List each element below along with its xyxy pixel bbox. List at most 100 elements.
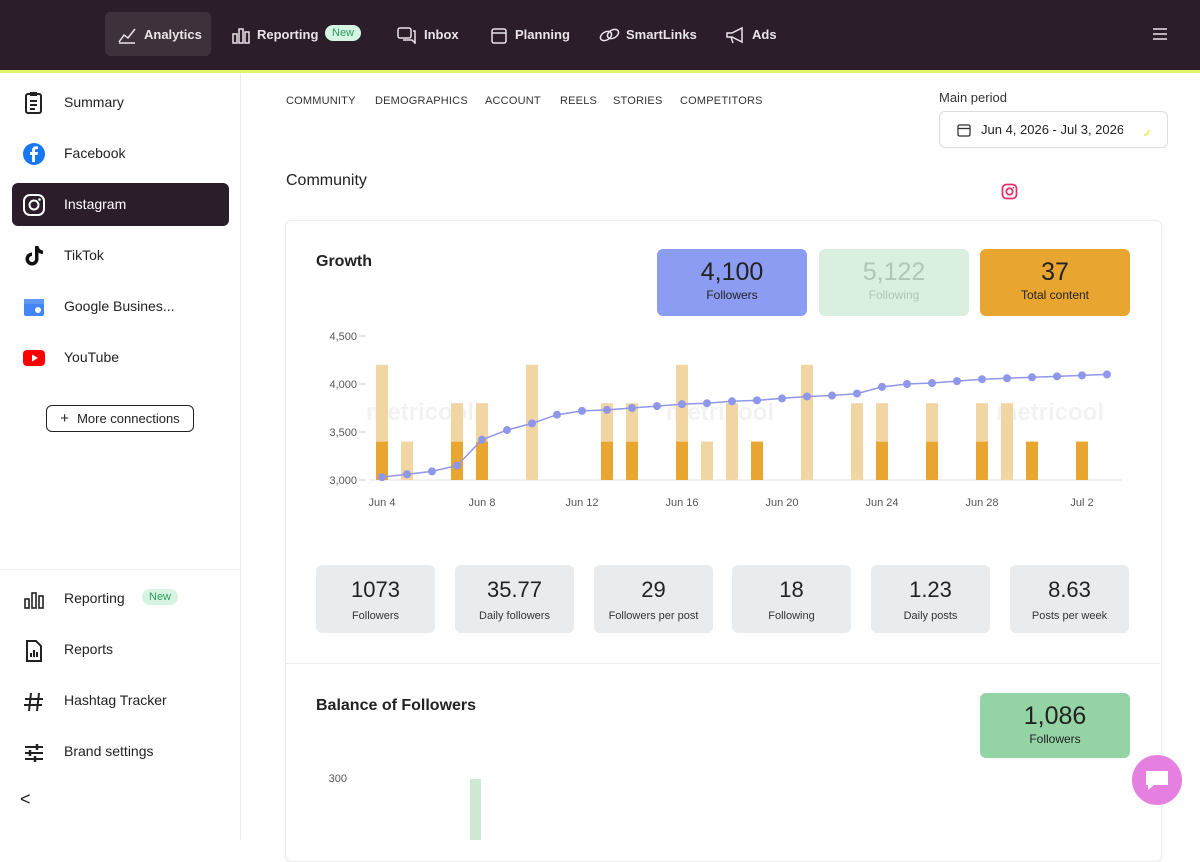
instagram-icon bbox=[1001, 183, 1018, 200]
x-tick-label: Jun 24 bbox=[865, 497, 898, 509]
sidebar-item[interactable]: Brand settings bbox=[64, 743, 154, 759]
stat-box: 29 Followers per post bbox=[594, 565, 713, 633]
y-tick-label: 3,500 bbox=[329, 427, 357, 439]
youtube-icon bbox=[23, 350, 45, 366]
nav-item[interactable]: Planning bbox=[515, 27, 570, 42]
kpi-label: Followers bbox=[1029, 732, 1081, 746]
sidebar-item[interactable]: Hashtag Tracker bbox=[64, 692, 167, 708]
active-nav-bg bbox=[105, 12, 211, 56]
point bbox=[653, 402, 661, 411]
kpi-label: Total content bbox=[1020, 288, 1090, 302]
kpi-box: 5,122 Following bbox=[819, 249, 969, 316]
point bbox=[1053, 372, 1061, 381]
kpi-label: Followers bbox=[706, 288, 758, 302]
point bbox=[853, 389, 861, 398]
bar bbox=[701, 441, 713, 480]
point bbox=[903, 380, 911, 388]
facebook-icon bbox=[23, 143, 45, 165]
kpi-box: 4,100 Followers bbox=[657, 249, 807, 316]
bar bbox=[376, 441, 388, 480]
point bbox=[953, 377, 961, 386]
card-separator bbox=[286, 663, 1160, 664]
sidebar-item[interactable]: Summary bbox=[64, 94, 124, 110]
sidebar-item[interactable]: YouTube bbox=[64, 349, 120, 365]
stat-box: 35.77 Daily followers bbox=[455, 565, 574, 633]
point bbox=[1003, 374, 1011, 383]
stat-value: 1073 bbox=[351, 577, 400, 602]
bar bbox=[376, 364, 388, 442]
stat-value: 8.63 bbox=[1048, 577, 1091, 602]
reports-icon bbox=[26, 640, 42, 662]
point bbox=[478, 435, 486, 444]
point bbox=[703, 399, 711, 408]
bar bbox=[1026, 441, 1038, 480]
more-connections-button[interactable]: + More connections bbox=[46, 405, 194, 432]
stat-value: 1.23 bbox=[909, 577, 952, 602]
nav-item[interactable]: Reporting bbox=[257, 27, 319, 42]
tiktok-icon bbox=[25, 246, 43, 266]
sidebar-item[interactable]: Google Busines... bbox=[64, 298, 175, 314]
stat-box: 18 Following bbox=[732, 565, 851, 633]
bar bbox=[851, 403, 863, 480]
chart: metricool metricool metricool3,0003,5004,0… bbox=[328, 331, 1122, 840]
sidebar-item[interactable]: Instagram bbox=[64, 196, 127, 212]
kpi-value: 5,122 bbox=[862, 258, 926, 286]
bar bbox=[926, 441, 938, 480]
point bbox=[553, 410, 561, 419]
active-item-bg bbox=[12, 183, 229, 226]
bar bbox=[676, 441, 688, 480]
x-tick-label: Jun 12 bbox=[565, 497, 598, 509]
point bbox=[503, 426, 511, 435]
point bbox=[453, 461, 461, 470]
plus-icon: + bbox=[60, 410, 70, 427]
tab[interactable]: DEMOGRAPHICS bbox=[375, 95, 468, 107]
google-business-icon bbox=[24, 299, 44, 316]
point bbox=[753, 396, 761, 405]
nav-icon bbox=[397, 27, 416, 44]
sidebar: Summary Facebook Instagram TikTok Google… bbox=[0, 73, 241, 840]
stat-label: Posts per week bbox=[1031, 610, 1108, 622]
bar bbox=[976, 403, 988, 442]
point bbox=[528, 419, 536, 428]
watermark: metricool bbox=[996, 399, 1104, 426]
sidebar-item[interactable]: TikTok bbox=[64, 247, 104, 263]
x-tick-label: Jun 16 bbox=[665, 497, 698, 509]
stat-value: 29 bbox=[641, 577, 666, 602]
tab[interactable]: COMPETITORS bbox=[680, 95, 763, 107]
sidebar-item[interactable]: Facebook bbox=[64, 145, 126, 161]
reporting-icon bbox=[24, 592, 44, 609]
hashtag-icon bbox=[24, 692, 43, 712]
tab[interactable]: REELS bbox=[560, 95, 598, 107]
point bbox=[1078, 371, 1086, 380]
sidebar-item[interactable]: Reports bbox=[64, 641, 114, 657]
y-tick-label: 300 bbox=[329, 773, 347, 785]
separator bbox=[0, 569, 240, 570]
nav-item[interactable]: SmartLinks bbox=[626, 27, 697, 42]
point bbox=[578, 406, 586, 415]
menu-button[interactable] bbox=[1152, 27, 1168, 41]
summary-icon bbox=[25, 92, 42, 114]
date-picker[interactable]: Jun 4, 2026 - Jul 3, 2026 bbox=[939, 111, 1168, 148]
stat-label: Daily followers bbox=[479, 610, 550, 622]
bar bbox=[476, 403, 488, 442]
stat-value: 35.77 bbox=[486, 577, 543, 602]
y-tick-label: 3,000 bbox=[329, 475, 357, 487]
tab[interactable]: STORIES bbox=[613, 95, 663, 107]
stat-label: Following bbox=[768, 610, 815, 622]
sidebar-item[interactable]: Reporting bbox=[64, 590, 125, 606]
bar bbox=[726, 403, 738, 480]
nav-item[interactable]: Inbox bbox=[424, 27, 459, 42]
point bbox=[803, 392, 811, 401]
nav-accent-line bbox=[0, 70, 1200, 73]
bar bbox=[926, 403, 938, 442]
button-label: More connections bbox=[77, 411, 180, 426]
collapse-button[interactable]: < bbox=[20, 789, 31, 809]
tab[interactable]: ACCOUNT bbox=[485, 95, 541, 107]
nav-item[interactable]: Ads bbox=[752, 27, 777, 42]
y-tick-label: 4,500 bbox=[329, 331, 357, 343]
nav-item[interactable]: Analytics bbox=[144, 27, 202, 42]
chat-button[interactable] bbox=[1132, 755, 1182, 805]
tab[interactable]: COMMUNITY bbox=[286, 95, 356, 107]
point bbox=[378, 473, 386, 482]
